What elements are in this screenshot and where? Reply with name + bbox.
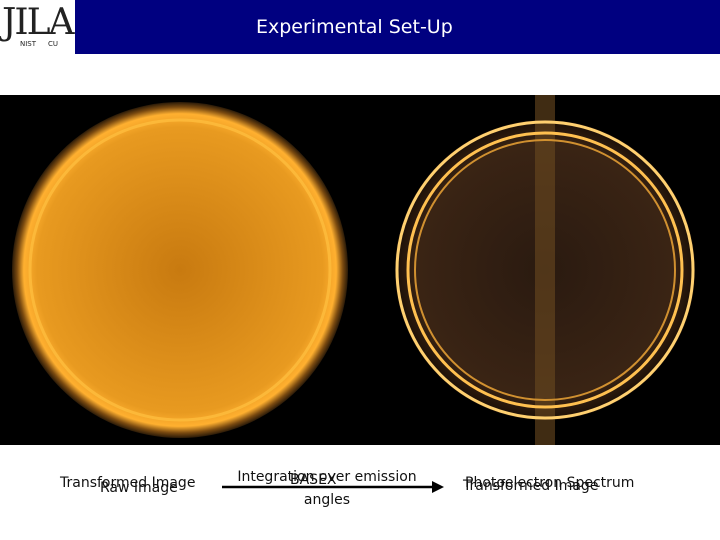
caption: Transformed Image [60, 475, 196, 491]
logo-box: JILA NIST CU [0, 0, 75, 54]
arrow [222, 481, 444, 493]
ring [406, 131, 684, 409]
ring [414, 139, 676, 401]
logo: JILA [2, 2, 75, 43]
caption: Raw Image [100, 480, 178, 496]
raw-image [12, 102, 348, 438]
logo-sub: CU [48, 40, 59, 48]
caption: Transformed Image [463, 478, 599, 494]
caption: Photoelectron Spectrum [465, 475, 635, 491]
ring [395, 120, 695, 420]
caption: Integration over emission angles [237, 469, 417, 508]
logo-sub: NIST [20, 40, 37, 48]
title: Experimental Set-Up [256, 16, 453, 38]
title-bar: Experimental Set-Up [75, 0, 720, 54]
images [0, 95, 720, 445]
center-line [535, 95, 555, 445]
caption: BASEX [290, 472, 337, 488]
ring [28, 118, 332, 422]
